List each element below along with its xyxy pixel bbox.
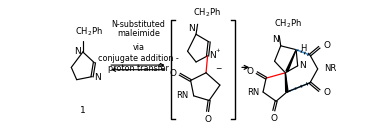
Text: H: H — [300, 44, 306, 53]
Text: conjugate addition -: conjugate addition - — [98, 54, 179, 63]
Text: CH$_2$Ph: CH$_2$Ph — [193, 6, 221, 19]
Text: O: O — [204, 115, 211, 124]
Text: $^+$: $^+$ — [214, 47, 221, 56]
Text: N: N — [209, 51, 216, 60]
Text: O: O — [323, 87, 330, 96]
Text: N-substituted: N-substituted — [112, 20, 165, 29]
Text: CH$_2$Ph: CH$_2$Ph — [75, 26, 103, 38]
Text: RN: RN — [176, 91, 188, 100]
Text: NR: NR — [324, 64, 336, 73]
Polygon shape — [286, 50, 296, 72]
Text: N: N — [299, 61, 306, 70]
Text: O: O — [246, 67, 253, 76]
Text: O: O — [323, 41, 330, 50]
Text: RN: RN — [247, 87, 259, 96]
Text: N: N — [94, 73, 101, 82]
Text: $^-$: $^-$ — [214, 66, 223, 76]
Text: proton transfer: proton transfer — [108, 64, 169, 73]
Text: O: O — [169, 69, 176, 78]
Polygon shape — [285, 73, 288, 92]
Text: via: via — [132, 43, 144, 52]
Text: O: O — [270, 114, 277, 123]
Text: N: N — [188, 24, 195, 33]
Text: N: N — [273, 35, 279, 44]
Text: CH$_2$Ph: CH$_2$Ph — [274, 18, 302, 30]
Text: maleimide: maleimide — [117, 29, 160, 38]
Text: N: N — [74, 47, 81, 56]
Text: 1: 1 — [80, 106, 86, 115]
